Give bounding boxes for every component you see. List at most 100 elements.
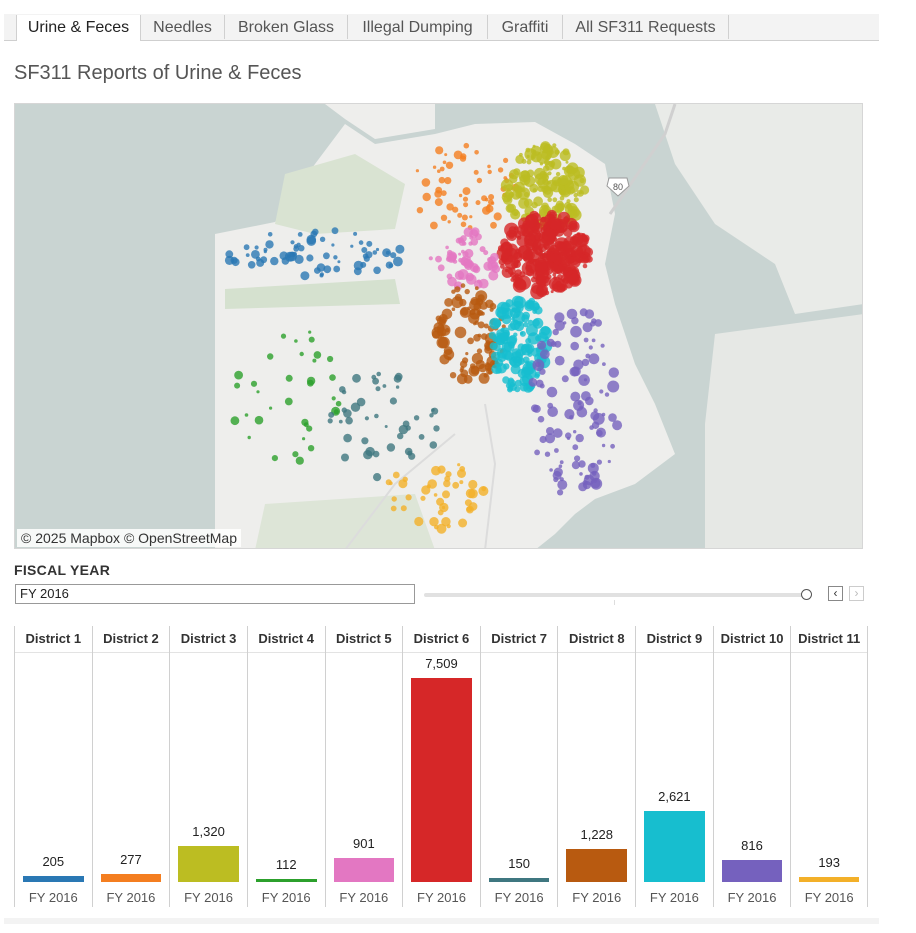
district-header[interactable]: District 6 xyxy=(403,626,480,653)
incident-point xyxy=(575,258,580,263)
next-year-button[interactable]: › xyxy=(849,586,864,601)
mapbox-attribution-link[interactable]: © 2025 Mapbox xyxy=(21,530,121,546)
osm-attribution-link[interactable]: © OpenStreetMap xyxy=(123,530,237,546)
incident-point xyxy=(312,358,317,363)
incident-point xyxy=(547,180,551,185)
incident-point xyxy=(394,372,403,381)
bar[interactable] xyxy=(644,810,705,882)
district-header[interactable]: District 1 xyxy=(15,626,92,653)
incident-point xyxy=(554,355,565,366)
bar[interactable] xyxy=(799,876,859,882)
incident-point xyxy=(408,452,416,460)
district-header[interactable]: District 3 xyxy=(170,626,247,653)
district-header[interactable]: District 11 xyxy=(791,626,867,653)
incident-point xyxy=(443,479,451,488)
incident-point xyxy=(299,351,304,357)
district-header[interactable]: District 2 xyxy=(92,626,170,653)
previous-year-button[interactable]: ‹ xyxy=(828,586,843,601)
incident-point xyxy=(468,488,478,499)
incident-point xyxy=(458,193,463,198)
incident-point xyxy=(444,475,451,482)
incident-point xyxy=(520,343,533,356)
district-header[interactable]: District 5 xyxy=(325,626,403,653)
incident-point xyxy=(546,427,554,435)
incident-point xyxy=(559,477,564,482)
map-view[interactable]: 80 © 2025 Mapbox © OpenStreetMap xyxy=(14,103,863,549)
incident-point xyxy=(485,299,494,309)
slider-tick xyxy=(614,600,615,605)
map-canvas[interactable]: 80 xyxy=(15,104,863,549)
incident-point xyxy=(422,192,431,202)
incident-point xyxy=(353,267,362,276)
incident-point xyxy=(482,206,491,215)
tab-needles[interactable]: Needles xyxy=(141,15,225,39)
incident-point xyxy=(590,478,601,489)
bar[interactable] xyxy=(255,878,317,882)
incident-point xyxy=(488,194,495,200)
incident-point xyxy=(596,459,603,465)
incident-point xyxy=(303,422,309,428)
incident-point xyxy=(531,347,541,357)
incident-point xyxy=(561,375,569,383)
district-header[interactable]: District 8 xyxy=(558,626,636,653)
tab-urine-feces[interactable]: Urine & Feces xyxy=(16,15,141,41)
incident-point xyxy=(287,251,297,262)
tab-graffiti[interactable]: Graffiti xyxy=(488,15,563,39)
incident-point xyxy=(552,197,558,203)
fiscal-year-slider[interactable] xyxy=(424,593,806,597)
bar[interactable] xyxy=(178,846,239,882)
incident-point xyxy=(531,404,539,413)
bar[interactable] xyxy=(411,678,472,882)
tab-all-requests[interactable]: All SF311 Requests xyxy=(563,15,729,39)
incident-point xyxy=(579,308,588,317)
incident-point xyxy=(558,464,563,469)
incident-point xyxy=(580,185,590,195)
incident-point xyxy=(463,374,473,384)
district-header[interactable]: District 9 xyxy=(636,626,713,653)
incident-point xyxy=(505,268,509,273)
district-header[interactable]: District 7 xyxy=(480,626,558,653)
bar[interactable] xyxy=(488,877,550,882)
incident-point xyxy=(328,411,335,418)
incident-point xyxy=(569,415,574,420)
bar[interactable] xyxy=(566,848,628,882)
incident-point xyxy=(554,448,559,453)
incident-point xyxy=(434,198,443,207)
incident-point xyxy=(599,389,604,394)
incident-point xyxy=(375,247,380,252)
incident-point xyxy=(607,380,620,393)
incident-point xyxy=(487,204,491,208)
bar[interactable] xyxy=(721,859,783,882)
incident-point xyxy=(566,199,571,204)
incident-point xyxy=(437,264,445,272)
incident-point xyxy=(384,425,388,428)
tab-broken-glass[interactable]: Broken Glass xyxy=(225,15,348,39)
district-panel: District 10 816 FY 2016 xyxy=(712,626,791,907)
bar[interactable] xyxy=(100,874,162,882)
fiscal-year-select[interactable]: FY 2016 xyxy=(15,584,415,604)
incident-point xyxy=(371,374,377,380)
incident-point xyxy=(444,153,448,157)
slider-thumb[interactable] xyxy=(801,589,812,600)
bar[interactable] xyxy=(23,876,84,882)
incident-point xyxy=(478,364,487,373)
tab-illegal-dumping[interactable]: Illegal Dumping xyxy=(348,15,488,39)
incident-point xyxy=(434,190,442,198)
incident-point xyxy=(333,409,339,415)
incident-point xyxy=(464,262,473,271)
district-header[interactable]: District 4 xyxy=(247,626,325,653)
incident-point xyxy=(389,397,397,405)
district-bar-chart: District 1 205 FY 2016 District 2 277 FY 2016… xyxy=(14,626,868,907)
incident-point xyxy=(557,479,568,490)
incident-point xyxy=(589,425,594,430)
district-header[interactable]: District 10 xyxy=(713,626,791,653)
incident-point xyxy=(405,494,412,501)
incident-point xyxy=(297,232,303,237)
incident-point xyxy=(467,337,474,345)
map-attribution: © 2025 Mapbox © OpenStreetMap xyxy=(17,529,241,547)
incident-point xyxy=(341,407,347,413)
incident-point xyxy=(573,166,585,179)
incident-point xyxy=(444,298,453,307)
fiscal-year-axis-label: FY 2016 xyxy=(804,890,854,905)
bar[interactable] xyxy=(333,857,395,882)
